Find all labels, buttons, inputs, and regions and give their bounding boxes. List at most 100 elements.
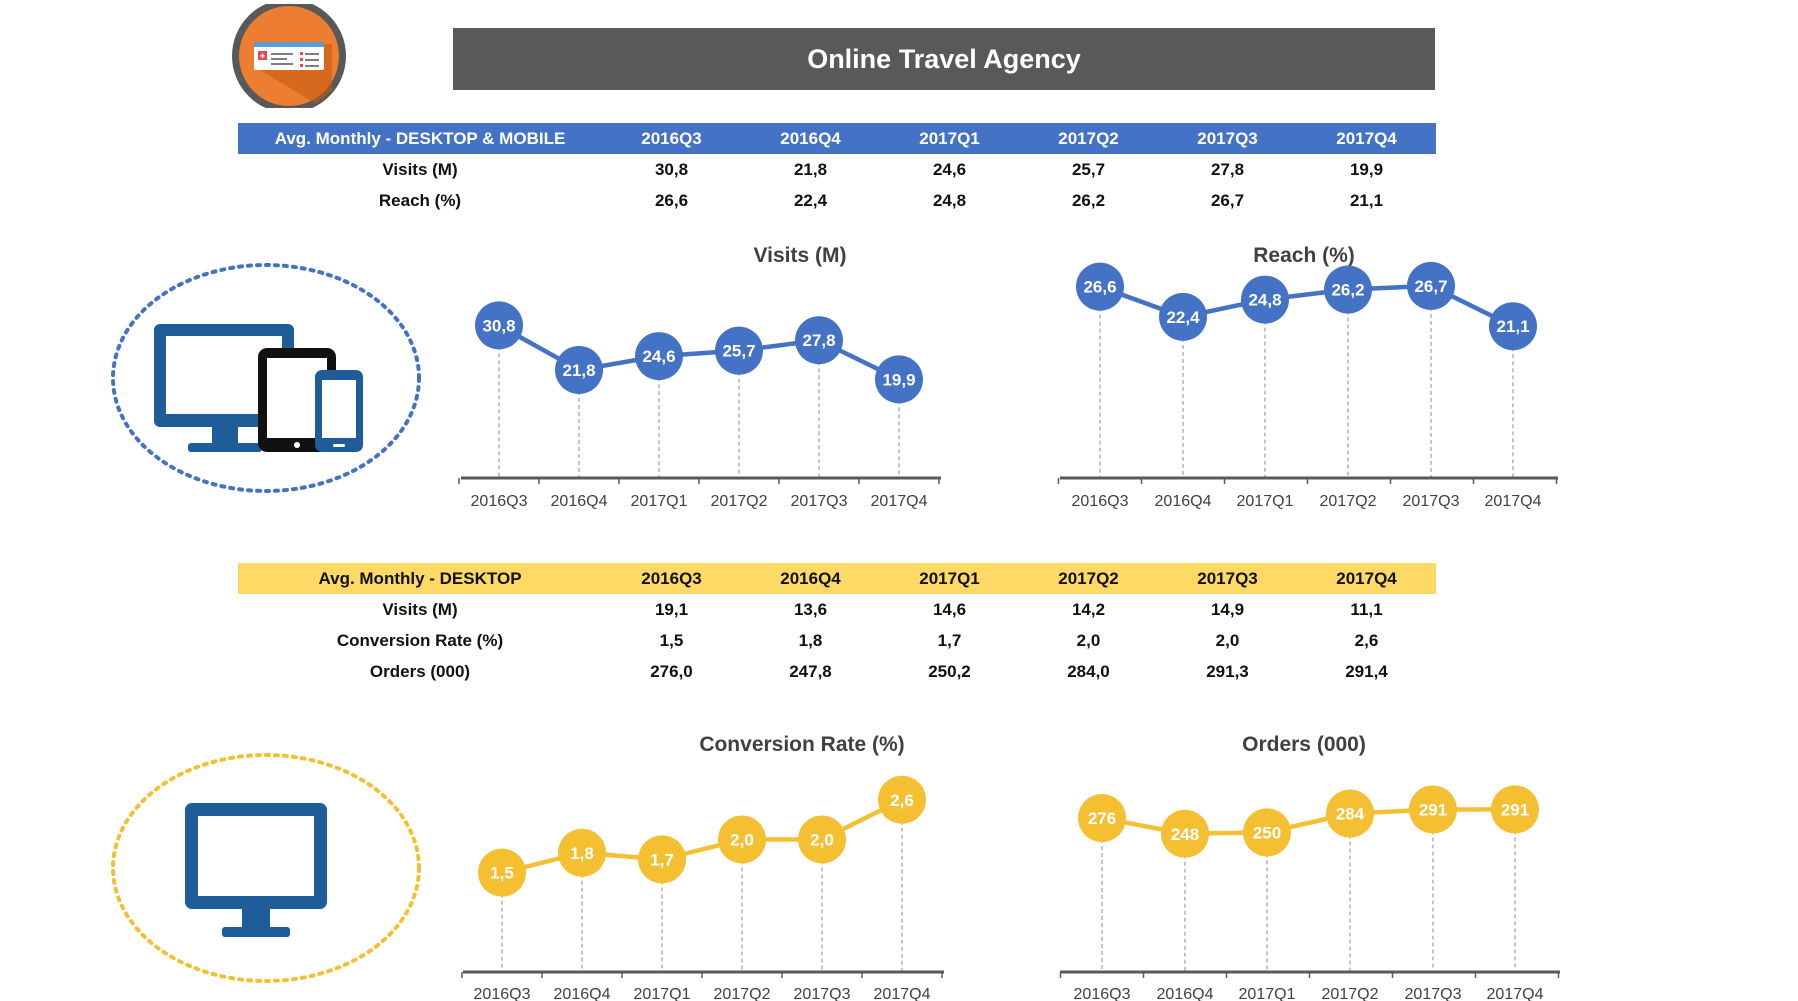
data-point (1491, 785, 1539, 834)
data-point (1407, 261, 1455, 310)
table-cell: 250,2 (928, 661, 971, 681)
data-label: 1,7 (650, 850, 674, 869)
table-row: Orders (000) 276,0 247,8 250,2 284,0 291… (238, 656, 1436, 687)
x-tick-label: 2017Q1 (631, 493, 688, 510)
ticket-icon (232, 4, 346, 108)
table-cell: 276,0 (650, 661, 693, 681)
data-point (1159, 292, 1207, 341)
table-cell: 2,0 (1215, 630, 1240, 650)
table-cell: 284,0 (1067, 661, 1110, 681)
table-cell: 27,8 (1210, 159, 1245, 179)
table-header-cell: 2017Q2 (1019, 563, 1158, 594)
table-row: Visits (M) 19,1 13,6 14,6 14,2 14,9 11,1 (238, 594, 1436, 625)
x-tick-label: 2017Q4 (1487, 986, 1544, 1001)
table-row: Conversion Rate (%) 1,5 1,8 1,7 2,0 2,0 … (238, 625, 1436, 656)
data-point (1076, 262, 1124, 311)
x-tick-label: 2017Q3 (1405, 986, 1462, 1001)
chart-title-reach: Reach (%) (1253, 244, 1355, 267)
table-cell: 24,8 (932, 190, 967, 210)
x-tick-label: 2017Q4 (1485, 493, 1542, 510)
table-cell: 291,3 (1206, 661, 1249, 681)
data-label: 26,2 (1331, 281, 1364, 300)
table-header-cell: 2017Q3 (1158, 563, 1297, 594)
data-label: 24,6 (642, 347, 675, 366)
table-header-row: Avg. Monthly - DESKTOP & MOBILE 2016Q3 2… (238, 123, 1436, 154)
chart-title-conversion-rate: Conversion Rate (%) (699, 733, 905, 756)
table-cell: 25,7 (1071, 159, 1106, 179)
data-point (1409, 785, 1457, 834)
data-point (555, 345, 603, 394)
table-cell: 14,2 (1071, 599, 1106, 619)
x-tick-label: 2017Q2 (714, 986, 771, 1001)
monitor-icon (111, 753, 421, 983)
desktop-mobile-table: Avg. Monthly - DESKTOP & MOBILE 2016Q3 2… (238, 123, 1436, 216)
x-tick-label: 2016Q3 (1074, 986, 1131, 1001)
x-tick-label: 2017Q1 (634, 986, 691, 1001)
table-cell: 291,4 (1345, 661, 1388, 681)
table-cell: Reach (%) (378, 190, 462, 210)
data-label: 21,8 (562, 361, 595, 380)
desktop-table: Avg. Monthly - DESKTOP 2016Q3 2016Q4 201… (238, 563, 1436, 687)
data-point (478, 848, 526, 897)
table-row: Visits (M) 30,8 21,8 24,6 25,7 27,8 19,9 (238, 154, 1436, 185)
data-label: 2,0 (810, 831, 834, 850)
data-label: 25,7 (722, 342, 755, 361)
x-tick-label: 2016Q3 (1072, 493, 1129, 510)
table-cell: 21,8 (793, 159, 828, 179)
data-point (875, 355, 923, 404)
table-header-cell: 2017Q2 (1019, 123, 1158, 154)
chart-title-orders: Orders (000) (1242, 733, 1366, 756)
data-point (638, 835, 686, 884)
data-point (1489, 302, 1537, 351)
data-label: 291 (1419, 800, 1447, 819)
table-header-cell: Avg. Monthly - DESKTOP (238, 563, 602, 594)
table-cell: 19,9 (1349, 159, 1384, 179)
table-header-cell: 2017Q1 (880, 563, 1019, 594)
table-cell: Visits (M) (382, 159, 458, 179)
x-tick-label: 2017Q4 (871, 493, 928, 510)
table-header-cell: 2017Q4 (1297, 123, 1436, 154)
table-cell: 247,8 (789, 661, 832, 681)
table-cell: 13,6 (793, 599, 828, 619)
data-point (1324, 265, 1372, 314)
data-label: 27,8 (802, 331, 835, 350)
table-cell: Visits (M) (382, 599, 458, 619)
data-point (798, 815, 846, 864)
table-cell: 11,1 (1350, 599, 1383, 619)
x-tick-label: 2016Q4 (1155, 493, 1212, 510)
table-cell: 30,8 (654, 159, 689, 179)
table-cell: 14,9 (1210, 599, 1245, 619)
data-point (715, 326, 763, 375)
x-tick-label: 2016Q4 (551, 493, 608, 510)
data-point (475, 301, 523, 350)
data-label: 250 (1253, 823, 1281, 842)
data-point (795, 316, 843, 365)
data-point (1161, 809, 1209, 858)
table-header-cell: 2016Q3 (602, 123, 741, 154)
data-label: 1,5 (490, 864, 514, 883)
table-header-cell: 2016Q4 (741, 123, 880, 154)
x-tick-label: 2016Q3 (474, 986, 531, 1001)
data-label: 291 (1501, 800, 1529, 819)
table-cell: 22,4 (793, 190, 828, 210)
table-cell: 14,6 (932, 599, 967, 619)
data-point (878, 775, 926, 824)
table-header-cell: 2017Q1 (880, 123, 1019, 154)
data-point (1078, 794, 1126, 843)
table-cell: Orders (000) (369, 661, 471, 681)
x-tick-label: 2016Q4 (554, 986, 611, 1001)
x-tick-label: 2016Q4 (1157, 986, 1214, 1001)
data-point (1243, 808, 1291, 857)
table-cell: 2,0 (1076, 630, 1101, 650)
x-tick-label: 2017Q4 (874, 986, 931, 1001)
table-cell: 26,7 (1210, 190, 1245, 210)
x-tick-label: 2017Q3 (1403, 493, 1460, 510)
data-label: 26,7 (1414, 277, 1447, 296)
table-cell: 1,5 (659, 630, 684, 650)
table-row: Reach (%) 26,6 22,4 24,8 26,2 26,7 21,1 (238, 185, 1436, 216)
data-label: 1,8 (570, 844, 594, 863)
data-point (1326, 789, 1374, 838)
table-header-cell: 2016Q4 (741, 563, 880, 594)
